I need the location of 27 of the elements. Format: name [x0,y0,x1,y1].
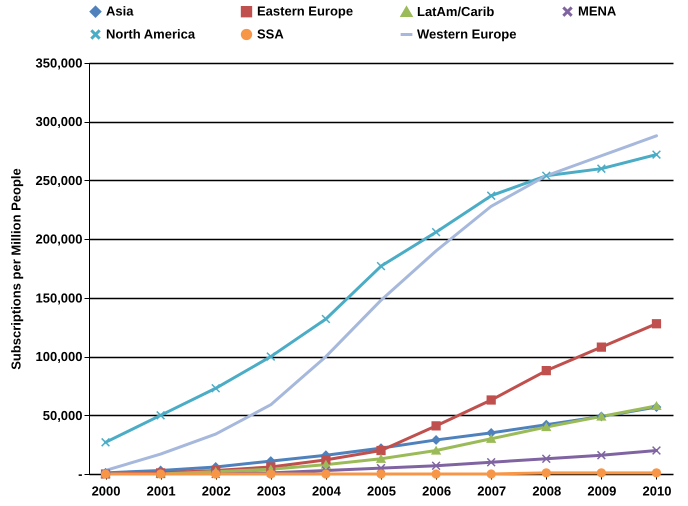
x-tick-label: 2007 [477,484,506,498]
x-tick-label: 2010 [642,484,672,498]
y-tick-label: 350,000 [36,56,82,70]
x-tick-label: 2001 [146,484,176,498]
legend-label: LatAm/Carib [417,4,494,19]
y-tick-label: 150,000 [36,290,82,306]
x-tick-label: 2006 [422,484,452,498]
x-tick-label: 2000 [92,484,120,498]
x-tick-label: 2002 [202,484,231,498]
legend-label: Eastern Europe [257,4,354,19]
x-tick-label: 2005 [367,484,396,498]
y-tick-label: 50,000 [42,408,82,423]
legend-label: Asia [106,4,134,19]
x-tick-label: 2003 [256,484,286,498]
y-tick-label: 200,000 [36,232,82,247]
legend-label: SSA [257,26,284,42]
y-tick-label: 250,000 [36,172,82,188]
y-axis-title: Subscriptions per Million People [8,168,24,370]
legend-label: Western Europe [417,26,516,42]
y-tick-label: - [78,466,82,482]
y-tick-label: 100,000 [36,349,82,364]
y-tick-label: 300,000 [36,114,82,130]
legend-label: North America [106,26,196,42]
legend-label: MENA [578,4,617,19]
x-tick-label: 2004 [312,484,342,498]
x-tick-label: 2009 [587,484,616,498]
x-tick-label: 2008 [532,484,562,498]
